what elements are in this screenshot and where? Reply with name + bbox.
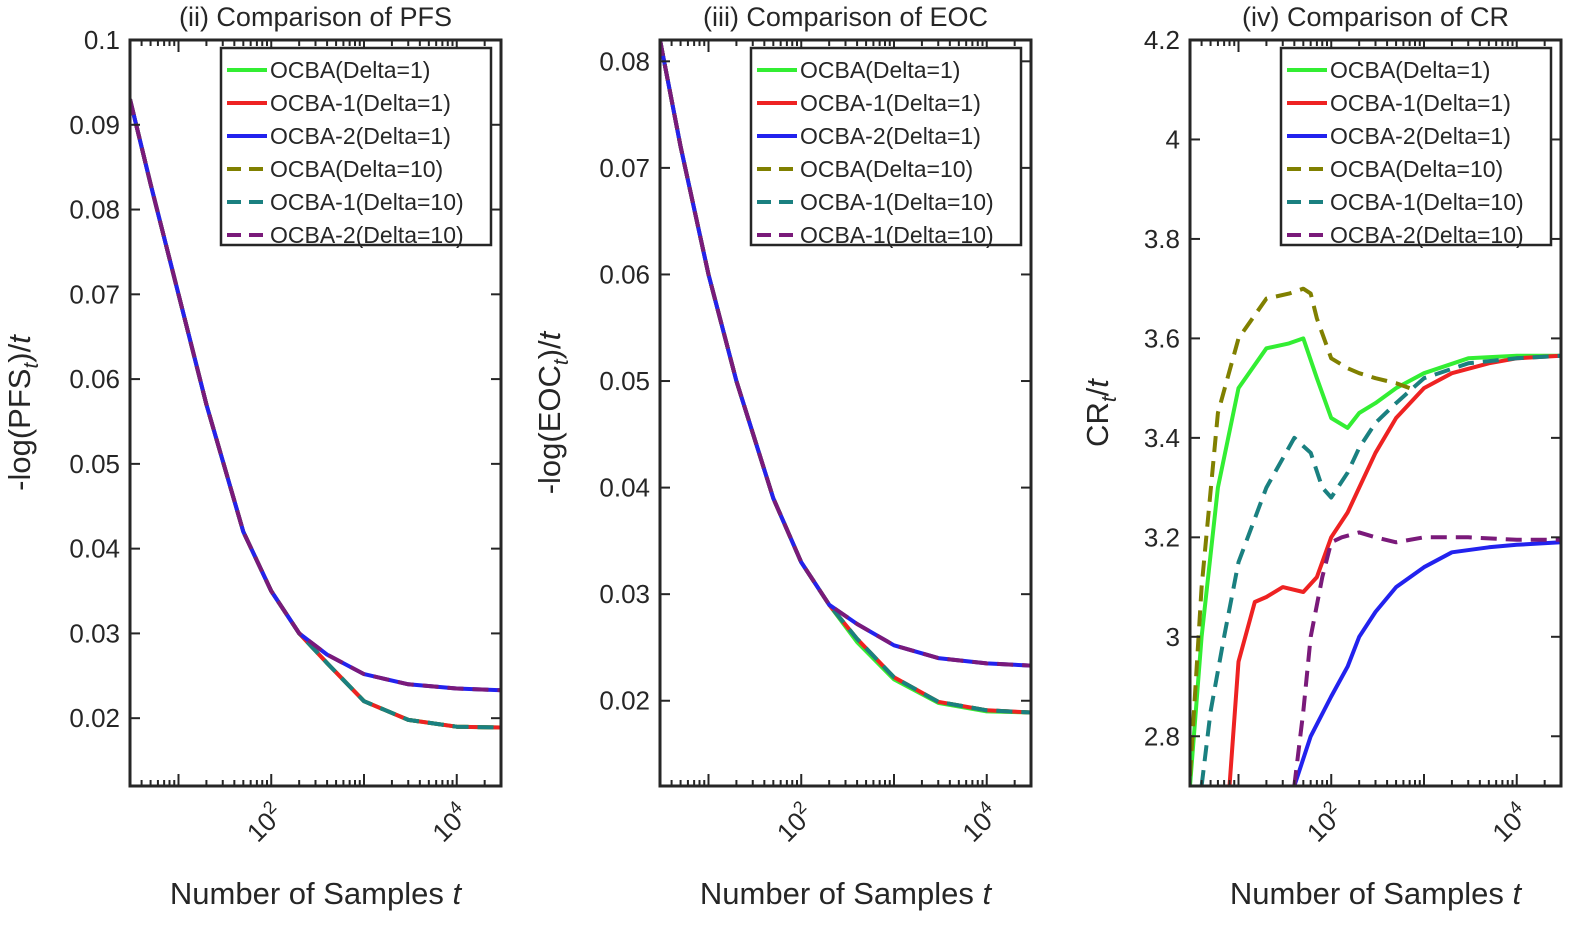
axes-box [128,38,503,788]
legend-label-1: OCBA(Delta=1) [270,57,430,83]
x-tick-label: 102 [1299,797,1350,848]
y-tick-label: 0.04 [599,473,650,503]
chart-panel-2: (ii) Comparison of PFS 0.02 0.03 0.04 0.05 0.… [2,2,503,911]
x-tick-label: 104 [424,797,475,848]
y-tick-label: 0.07 [599,153,650,183]
y-tick-label: 4 [1166,124,1180,154]
legend-label-2: OCBA-1(Delta=1) [1330,90,1511,116]
y-tick-label: 0.05 [599,366,650,396]
series-line-3 [660,40,1031,668]
legend-label-6: OCBA-1(Delta=10) [800,222,994,248]
series-line-3 [1292,540,1561,786]
legend-box [1279,46,1553,247]
series-group [130,98,501,730]
x-tick-label: 104 [954,797,1005,848]
series-line-4 [1190,286,1411,777]
y-tick-label: 0.06 [599,259,650,289]
y-axis-label: -log(EOCt)/t [532,330,573,494]
chart-title: (iii) Comparison of EOC [703,2,988,32]
y-tick-label: 0.03 [599,579,650,609]
y-tick-label: 3.8 [1144,224,1180,254]
x-tick-label: 102 [769,797,820,848]
legend-label-3: OCBA-2(Delta=1) [1330,123,1511,149]
x-tick-label: 104 [1484,797,1535,848]
y-axis-label: -log(PFSt)/t [2,334,43,491]
legend-label-3: OCBA-2(Delta=1) [800,123,981,149]
y-tick-label: 2.8 [1144,721,1180,751]
chart-title: (iv) Comparison of CR [1242,2,1509,32]
legend: OCBA(Delta=1) OCBA-1(Delta=1) OCBA-2(Delta… [219,46,493,248]
y-tick-label: 0.02 [599,686,650,716]
series-group [1190,286,1561,786]
legend-label-1: OCBA(Delta=1) [1330,57,1490,83]
y-axis-label: CRt/t [1080,378,1121,447]
y-tick-label: 0.08 [69,195,120,225]
x-axis-label: Number of Samples t [700,876,993,911]
legend-label-4: OCBA(Delta=10) [1330,156,1503,182]
legend-label-3: OCBA-2(Delta=1) [270,123,451,149]
x-axis-label: Number of Samples t [170,876,463,911]
y-tick-label: 0.08 [599,46,650,76]
chart-panel-4: (iv) Comparison of CR 2.8 3 3.2 3.4 3.6 3.8 4 4.… [1080,2,1563,911]
legend-box [749,46,1023,247]
legend-label-5: OCBA-1(Delta=10) [270,189,464,215]
y-tick-label: 0.07 [69,279,120,309]
series-group [660,40,1031,715]
chart-panel-3: (iii) Comparison of EOC 0.02 0.03 0.04 0.05 0… [532,2,1033,911]
y-tick-label: 0.09 [69,110,120,140]
y-tick-label: 0.03 [69,618,120,648]
legend-label-4: OCBA(Delta=10) [800,156,973,182]
y-tick-label: 0.06 [69,364,120,394]
series-line-1 [1190,336,1561,786]
legend: OCBA(Delta=1) OCBA-1(Delta=1) OCBA-2(Delta… [749,46,1023,248]
y-tick-label: 4.2 [1144,25,1180,55]
legend-label-4: OCBA(Delta=10) [270,156,443,182]
legend-label-6: OCBA-2(Delta=10) [1330,222,1524,248]
legend-label-1: OCBA(Delta=1) [800,57,960,83]
axes-box [658,38,1033,788]
series-line-2 [1227,353,1561,786]
y-tick-label: 0.04 [69,534,120,564]
axes-box [1188,38,1563,788]
legend-label-5: OCBA-1(Delta=10) [800,189,994,215]
y-tick-label: 0.02 [69,703,120,733]
series-line-6 [130,98,501,693]
y-tick-label: 3.2 [1144,522,1180,552]
series-line-6 [1292,530,1561,786]
y-tick-label: 0.1 [84,25,120,55]
series-line-5 [1199,353,1561,786]
y-tick-label: 3.6 [1144,323,1180,353]
y-tick-label: 3 [1166,622,1180,652]
legend-label-6: OCBA-2(Delta=10) [270,222,464,248]
legend-label-5: OCBA-1(Delta=10) [1330,189,1524,215]
y-tick-label: 0.05 [69,449,120,479]
x-tick-label: 102 [239,797,290,848]
legend: OCBA(Delta=1) OCBA-1(Delta=1) OCBA-2(Delta… [1279,46,1553,248]
legend-label-2: OCBA-1(Delta=1) [800,90,981,116]
x-axis-label: Number of Samples t [1230,876,1523,911]
legend-box [219,46,493,247]
chart-title: (ii) Comparison of PFS [179,2,452,32]
y-tick-label: 3.4 [1144,423,1180,453]
legend-label-2: OCBA-1(Delta=1) [270,90,451,116]
